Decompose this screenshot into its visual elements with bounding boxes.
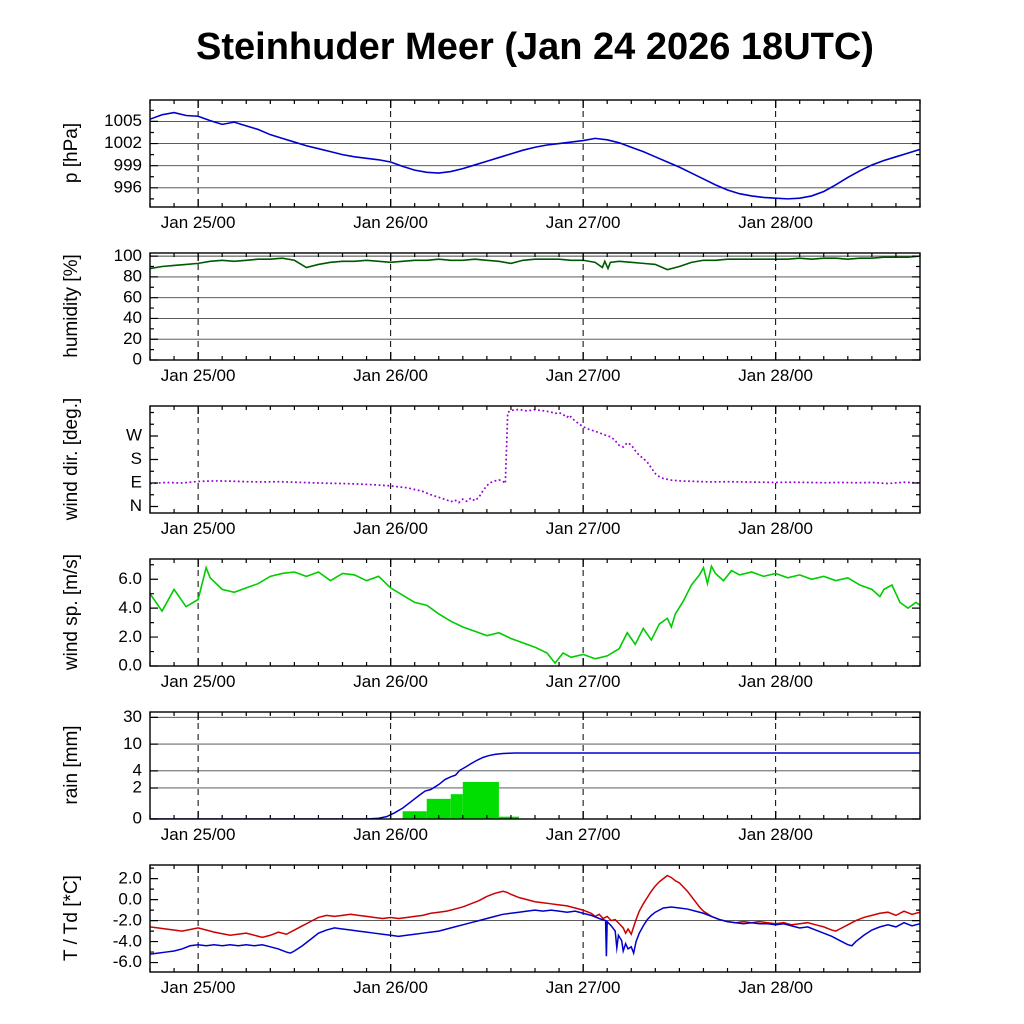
humidity-axis-label: humidity [%] xyxy=(61,254,82,358)
temperature-axis-label: T / Td [*C] xyxy=(61,875,82,961)
rain-axis-label: rain [mm] xyxy=(61,725,82,805)
page-title: Steinhuder Meer (Jan 24 2026 18UTC) xyxy=(196,26,874,68)
wind-direction-axis-label: wind dir. [deg.] xyxy=(61,397,82,521)
wind-speed-axis-label: wind sp. [m/s] xyxy=(61,553,82,671)
pressure-axis-label: p [hPa] xyxy=(61,122,82,184)
